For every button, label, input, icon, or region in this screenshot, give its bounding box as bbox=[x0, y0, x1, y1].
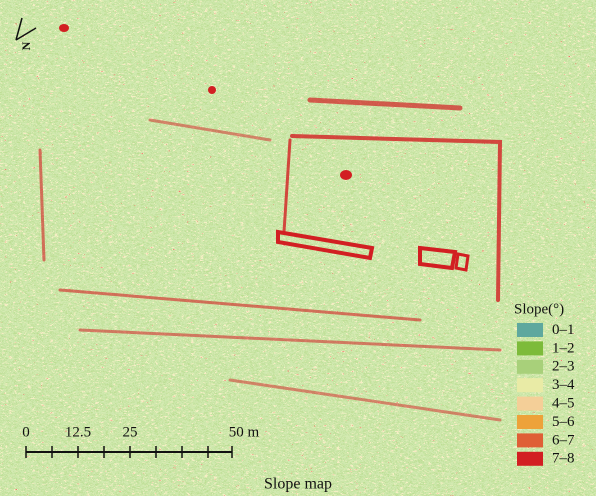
legend: Slope(°) 0–1 1–2 2–3 3–4 4–5 5–6 6–7 7–8 bbox=[514, 301, 575, 466]
legend-label: 7–8 bbox=[552, 451, 575, 467]
legend-swatch bbox=[517, 433, 543, 447]
north-label: N bbox=[19, 41, 33, 50]
legend-label: 5–6 bbox=[552, 414, 575, 430]
legend-label: 4–5 bbox=[552, 396, 575, 412]
scale-bar-label: 0 bbox=[22, 424, 30, 440]
scale-bar: 0 12.5 25 50 m bbox=[20, 422, 268, 462]
legend-label: 1–2 bbox=[552, 340, 575, 356]
legend-swatch bbox=[517, 360, 543, 374]
caption: Slope map bbox=[264, 476, 332, 493]
map: N 0 12.5 25 50 m bbox=[12, 0, 512, 467]
legend-label: 2–3 bbox=[552, 359, 575, 375]
legend-label: 3–4 bbox=[552, 377, 575, 393]
feature-pit bbox=[340, 170, 352, 180]
feature-pit bbox=[59, 24, 69, 32]
scale-bar-label: 12.5 bbox=[65, 424, 91, 440]
slope-raster bbox=[12, 0, 512, 467]
legend-swatch bbox=[517, 397, 543, 411]
legend-swatch bbox=[517, 341, 543, 355]
legend-swatch bbox=[517, 415, 543, 429]
scale-bar-label: 50 m bbox=[229, 424, 260, 440]
feature-pit bbox=[208, 86, 216, 94]
legend-swatch bbox=[517, 323, 543, 337]
legend-label: 6–7 bbox=[552, 432, 575, 448]
scale-bar-label: 25 bbox=[123, 424, 138, 440]
legend-label: 0–1 bbox=[552, 322, 575, 338]
page: N 0 12.5 25 50 m Slope(°) 0–1 1–2 2–3 3–4 4–5 5–… bbox=[0, 0, 596, 496]
legend-title: Slope(°) bbox=[514, 301, 564, 317]
legend-swatch bbox=[517, 452, 543, 466]
legend-swatch bbox=[517, 378, 543, 392]
